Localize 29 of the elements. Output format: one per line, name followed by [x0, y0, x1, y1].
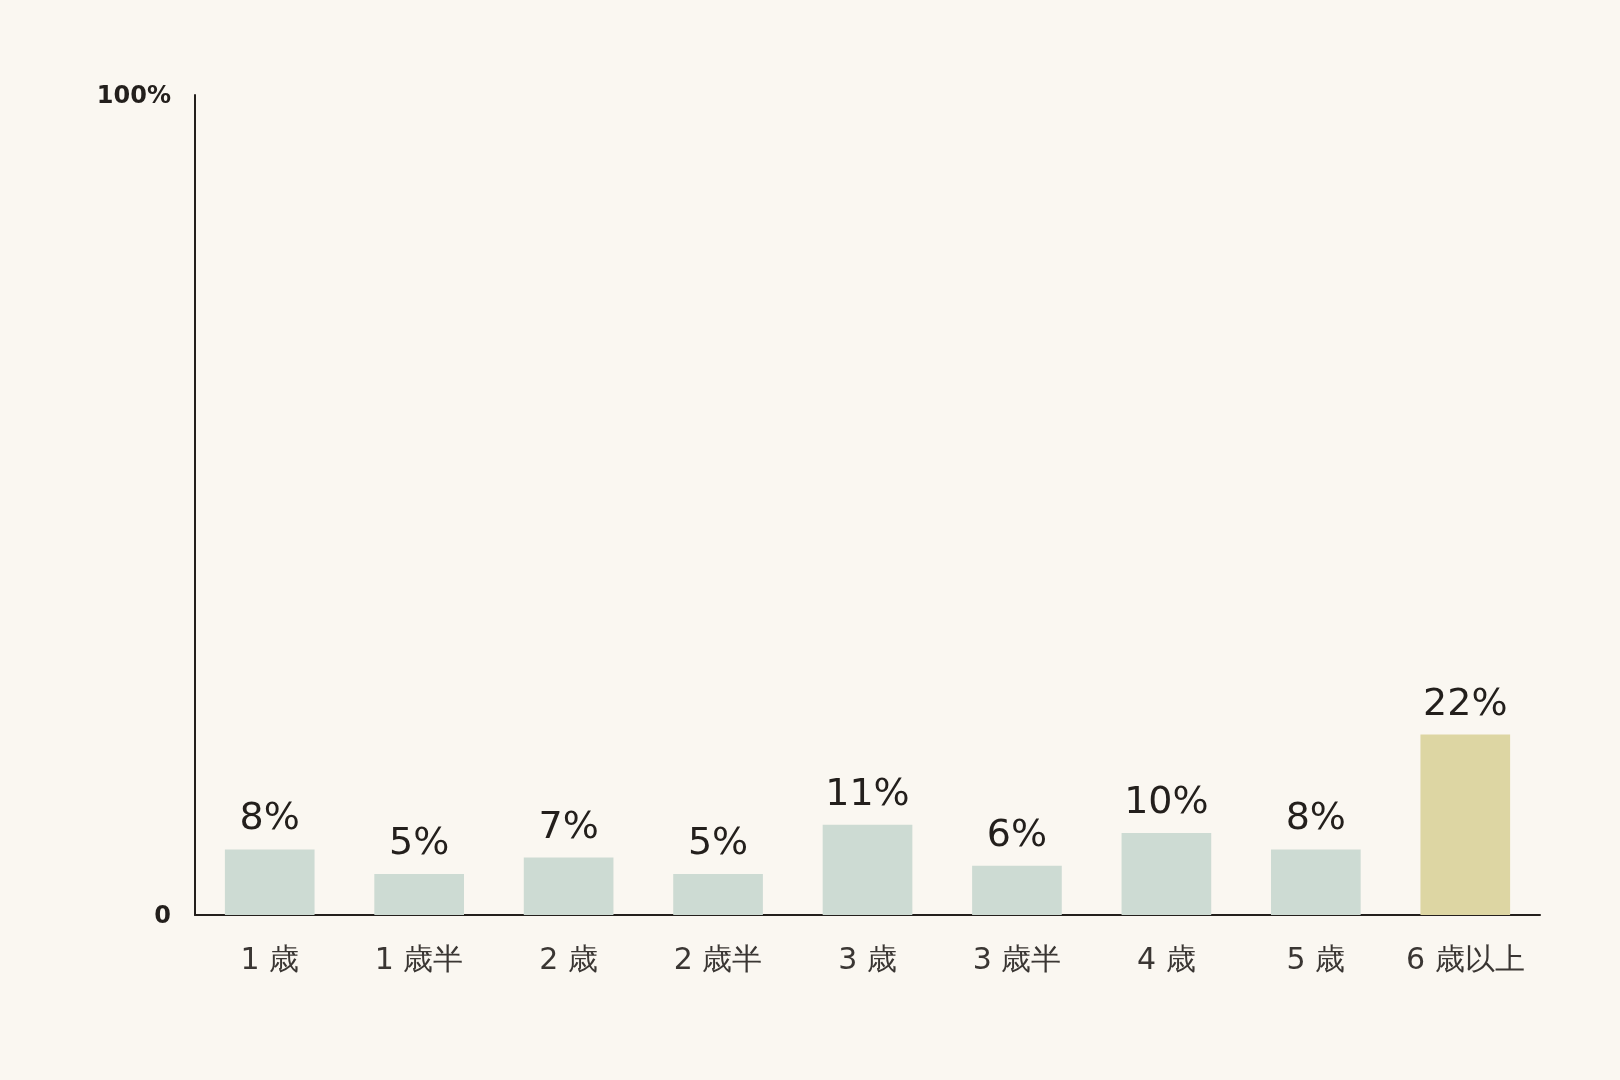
bar: [1121, 833, 1212, 915]
bar: [673, 874, 763, 915]
data-label: 8%: [1285, 794, 1346, 839]
x-tick-label: 3 歳: [838, 940, 897, 976]
x-tick-label: 6 歳以上: [1405, 940, 1525, 976]
x-tick-label: 2 歳半: [673, 940, 763, 976]
data-label: 5%: [389, 819, 450, 863]
x-tick-label: 3 歳半: [972, 940, 1062, 976]
y-tick-label: 100%: [96, 81, 171, 109]
data-label: 10%: [1124, 778, 1209, 822]
bar: [224, 849, 315, 915]
data-label: 5%: [687, 819, 749, 863]
bar: [1420, 734, 1511, 915]
data-label: 11%: [825, 769, 910, 814]
data-label: 8%: [239, 794, 300, 839]
bar: [1271, 849, 1361, 915]
data-label: 6%: [986, 810, 1048, 855]
data-label: 22%: [1423, 679, 1508, 724]
x-tick-label: 4 歳: [1137, 940, 1196, 976]
bar: [822, 824, 913, 915]
data-label: 7%: [538, 802, 599, 847]
x-tick-label: 1 歳半: [374, 940, 464, 976]
x-tick-label: 5 歳: [1286, 940, 1346, 976]
bar: [972, 865, 1062, 915]
x-tick-label: 1 歳: [240, 940, 300, 976]
x-tick-label: 2 歳: [539, 940, 598, 976]
bar: [374, 874, 464, 915]
y-tick-label: 0: [154, 901, 171, 929]
bar: [523, 857, 614, 915]
